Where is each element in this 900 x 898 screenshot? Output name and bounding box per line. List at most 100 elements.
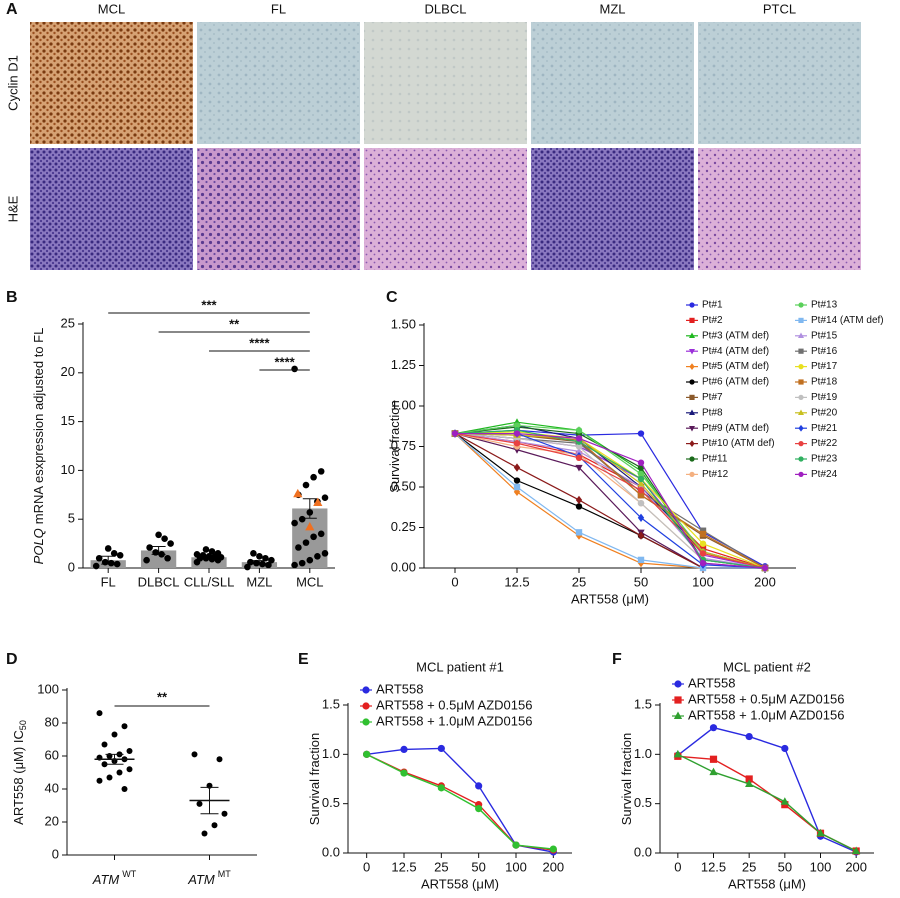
legend-marker — [798, 379, 804, 385]
x-tick-label: 100 — [505, 859, 527, 874]
series-line — [454, 433, 765, 569]
data-point — [302, 539, 310, 546]
significance-label: ** — [229, 316, 240, 331]
legend-label: Pt#18 — [811, 377, 838, 388]
x-tick-label: 0 — [674, 859, 681, 874]
legend-marker — [674, 680, 682, 688]
y-tick-label: 1.5 — [634, 696, 652, 711]
legend-label: ART558 + 1.0μM AZD0156 — [688, 707, 844, 722]
legend-label: Pt#4 (ATM def) — [702, 346, 769, 357]
data-point — [126, 748, 133, 755]
x-tick-label: 12.5 — [701, 859, 726, 874]
y-tick-label: 1.0 — [634, 746, 652, 761]
significance-label: *** — [201, 297, 217, 312]
data-point — [110, 550, 118, 557]
column-label: DLBCL — [425, 1, 467, 16]
series-line — [454, 432, 766, 569]
histology-image — [698, 22, 861, 144]
y-tick-label: 5 — [68, 511, 75, 526]
legend-label: Pt#1 — [702, 300, 723, 311]
marker — [637, 479, 645, 487]
marker — [400, 769, 408, 777]
marker — [575, 529, 583, 536]
legend-marker — [362, 702, 370, 710]
series-line — [677, 753, 857, 852]
y-tick-label: 1.25 — [391, 357, 416, 372]
histology-image — [197, 148, 360, 270]
y-tick-label: 60 — [45, 747, 59, 762]
x-tick-label: 100 — [692, 574, 714, 589]
column-label: MZL — [600, 1, 626, 16]
data-point — [196, 800, 203, 807]
legend-marker — [689, 317, 695, 323]
data-point — [101, 558, 109, 566]
x-tick-label: ATM MT — [187, 869, 231, 887]
data-point — [191, 751, 198, 758]
data-point — [211, 822, 218, 829]
legend-label: Pt#14 (ATM def) — [811, 315, 884, 326]
data-point — [146, 544, 153, 551]
column-label: PTCL — [763, 1, 796, 16]
legend-label: ART558 — [688, 675, 735, 690]
legend-label: ART558 + 1.0μM AZD0156 — [376, 713, 532, 728]
data-point — [265, 561, 272, 569]
row-label: Cyclin D1 — [5, 55, 20, 111]
marker — [709, 767, 718, 776]
marker — [781, 744, 789, 753]
data-point — [113, 560, 121, 568]
series-line — [454, 432, 766, 569]
marker — [513, 483, 521, 491]
data-point — [121, 786, 128, 792]
x-tick-label: DLBCL — [138, 574, 180, 589]
highlight-point — [293, 488, 303, 498]
marker — [513, 422, 521, 429]
bar — [140, 550, 177, 568]
marker — [575, 464, 583, 472]
marker — [363, 750, 371, 758]
legend-label: ART558 + 0.5μM AZD0156 — [688, 691, 844, 706]
y-tick-label: 1.5 — [322, 696, 340, 711]
row-label: H&E — [5, 195, 20, 222]
series-line — [366, 747, 554, 853]
data-point — [291, 365, 298, 373]
panel-letter: E — [298, 651, 309, 668]
data-point — [298, 559, 306, 567]
x-tick-label: ATM WT — [92, 869, 137, 887]
marker — [437, 784, 445, 792]
legend-marker — [798, 332, 804, 339]
x-axis-label: ART558 (μM) — [571, 591, 649, 606]
marker — [437, 744, 445, 753]
x-tick-label: 12.5 — [391, 859, 416, 874]
series-line — [455, 432, 766, 569]
panel-letter: D — [6, 651, 18, 668]
legend-label: Pt#3 (ATM def) — [702, 330, 769, 341]
legend-marker — [798, 364, 804, 370]
histology-image — [30, 148, 193, 270]
legend-label: Pt#6 (ATM def) — [702, 377, 769, 388]
x-axis-label: ART558 (μM) — [728, 876, 806, 891]
x-tick-label-sup: MT — [218, 869, 231, 879]
x-tick-label: 50 — [471, 859, 485, 874]
histology-image — [30, 22, 193, 144]
data-point — [302, 481, 310, 489]
marker — [637, 470, 645, 478]
marker — [761, 564, 769, 572]
legend-marker — [362, 686, 370, 694]
y-tick-label: 1.00 — [391, 397, 416, 412]
y-tick-label: 0.50 — [391, 478, 416, 493]
y-tick-label: 25 — [61, 315, 75, 330]
y-tick-label: 0.5 — [322, 795, 340, 810]
data-point — [95, 554, 103, 562]
legend-marker — [689, 440, 695, 447]
x-tick-label: 100 — [810, 859, 832, 874]
chart-title: MCL patient #2 — [723, 659, 811, 674]
series-line — [677, 755, 857, 852]
data-point — [101, 761, 108, 768]
data-point — [259, 560, 266, 568]
x-tick-label: FL — [101, 574, 116, 589]
marker — [699, 540, 707, 547]
x-tick-label: 200 — [845, 859, 867, 874]
x-tick-label: 25 — [434, 859, 448, 874]
marker — [673, 749, 682, 758]
